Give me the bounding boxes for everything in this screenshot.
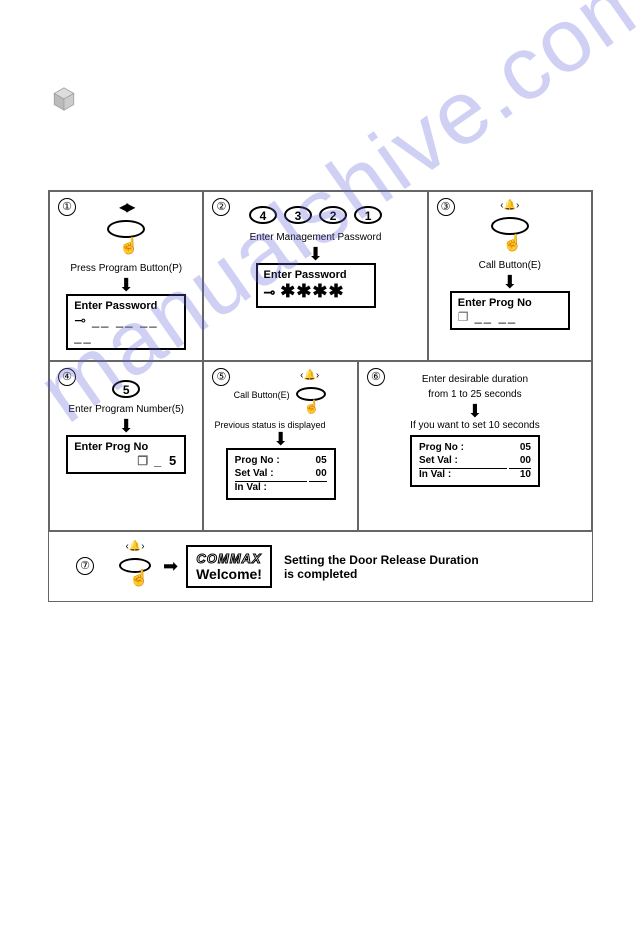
lcd-value: __ __: [458, 309, 562, 324]
step-3: ③ ‹🔔› ☝ Call Button(E) ⬇ Enter Prog No _…: [428, 191, 592, 361]
program-button-icon: ☝: [103, 216, 149, 254]
lcd-row-value: [309, 481, 327, 493]
bell-waves-icon: ‹🔔›: [115, 541, 155, 552]
down-arrow-icon: ⬇: [56, 419, 196, 433]
lcd-value: _ 5: [74, 453, 178, 468]
key-2-icon: 2: [319, 206, 347, 224]
lcd-row-value: 00: [509, 455, 531, 466]
lcd-display: Enter Password __ __ __ __: [66, 294, 186, 350]
step-caption: Press Program Button(P): [56, 263, 196, 274]
step-2: ② 4 3 2 1 Enter Management Password ⬇ En…: [203, 191, 427, 361]
lcd-title: Enter Password: [264, 269, 368, 281]
down-arrow-icon: ⬇: [365, 404, 585, 418]
lcd-row-value: 05: [309, 455, 327, 466]
down-arrow-icon: ⬇: [56, 278, 196, 292]
step-number: ⑦: [76, 557, 94, 575]
lcd-title: Enter Password: [74, 300, 178, 312]
step-line-1: Enter desirable duration: [365, 374, 585, 385]
step-1: ① ◀▶ ☝ Press Program Button(P) ⬇ Enter P…: [49, 191, 203, 361]
lcd-display: Prog No : 05 Set Val : 00 In Val : 10: [410, 435, 540, 487]
down-arrow-icon: ⬇: [435, 275, 585, 289]
lcd-display: Enter Prog No _ 5: [66, 435, 186, 474]
step-line-2: from 1 to 25 seconds: [365, 389, 585, 400]
key-5-wrap: 5: [56, 380, 196, 398]
step-number: ⑥: [367, 368, 385, 386]
lcd-row-label: In Val :: [235, 481, 307, 493]
step-caption: Call Button(E): [435, 260, 585, 271]
cube-icon: [50, 85, 78, 113]
bell-waves-icon: ‹🔔›: [292, 370, 328, 381]
lcd-row-label: Set Val :: [419, 455, 507, 466]
call-button-icon: ☝: [115, 554, 155, 586]
welcome-display: COMMAX Welcome!: [186, 545, 272, 588]
call-button-icon: ☝: [487, 213, 533, 251]
instruction-grid: ① ◀▶ ☝ Press Program Button(P) ⬇ Enter P…: [48, 190, 593, 602]
lcd-row-value: 10: [509, 468, 531, 480]
step-caption: Call Button(E): [234, 390, 290, 400]
step-5: ⑤ Call Button(E) ‹🔔› ☝ Previous status i…: [203, 361, 357, 531]
down-arrow-icon: ⬇: [210, 432, 350, 446]
commax-logo: COMMAX: [196, 551, 262, 566]
step-number: ①: [58, 198, 76, 216]
lcd-title: Enter Prog No: [74, 441, 178, 453]
left-right-arrows-icon: ◀▶: [56, 200, 196, 214]
right-arrow-icon: ➡: [163, 556, 178, 577]
lcd-display: Enter Prog No __ __: [450, 291, 570, 330]
lcd-value: __ __ __ __: [74, 312, 178, 344]
lcd-display: Enter Password ✱✱✱✱: [256, 263, 376, 308]
key-5-icon: 5: [112, 380, 140, 398]
key-4-icon: 4: [249, 206, 277, 224]
completion-line-2: is completed: [284, 567, 479, 581]
step-number: ③: [437, 198, 455, 216]
welcome-text: Welcome!: [196, 566, 262, 582]
lcd-row-label: Prog No :: [419, 442, 507, 453]
lcd-row-label: Set Val :: [235, 468, 307, 479]
step-number: ④: [58, 368, 76, 386]
lcd-value: ✱✱✱✱: [264, 281, 368, 302]
completion-message: Setting the Door Release Duration is com…: [284, 553, 479, 581]
step-caption: Enter Program Number(5): [56, 404, 196, 415]
lcd-title: Enter Prog No: [458, 297, 562, 309]
key-3-icon: 3: [284, 206, 312, 224]
keypad-icons: 4 3 2 1: [210, 206, 420, 224]
step-6: ⑥ Enter desirable duration from 1 to 25 …: [358, 361, 592, 531]
lcd-row-value: 00: [309, 468, 327, 479]
down-arrow-icon: ⬇: [210, 247, 420, 261]
call-button-icon: ☝: [292, 383, 328, 413]
lcd-row-label: In Val :: [419, 468, 507, 480]
step-caption: Enter Management Password: [210, 232, 420, 243]
lcd-row-value: 05: [509, 442, 531, 453]
step-4: ④ 5 Enter Program Number(5) ⬇ Enter Prog…: [49, 361, 203, 531]
key-1-icon: 1: [354, 206, 382, 224]
step-line-3: If you want to set 10 seconds: [365, 420, 585, 431]
step-7: ⑦ ‹🔔› ☝ ➡ COMMAX Welcome! Setting the Do…: [49, 531, 592, 601]
lcd-display: Prog No : 05 Set Val : 00 In Val :: [226, 448, 336, 500]
bell-waves-icon: ‹🔔›: [435, 200, 585, 211]
completion-line-1: Setting the Door Release Duration: [284, 553, 479, 567]
lcd-row-label: Prog No :: [235, 455, 307, 466]
